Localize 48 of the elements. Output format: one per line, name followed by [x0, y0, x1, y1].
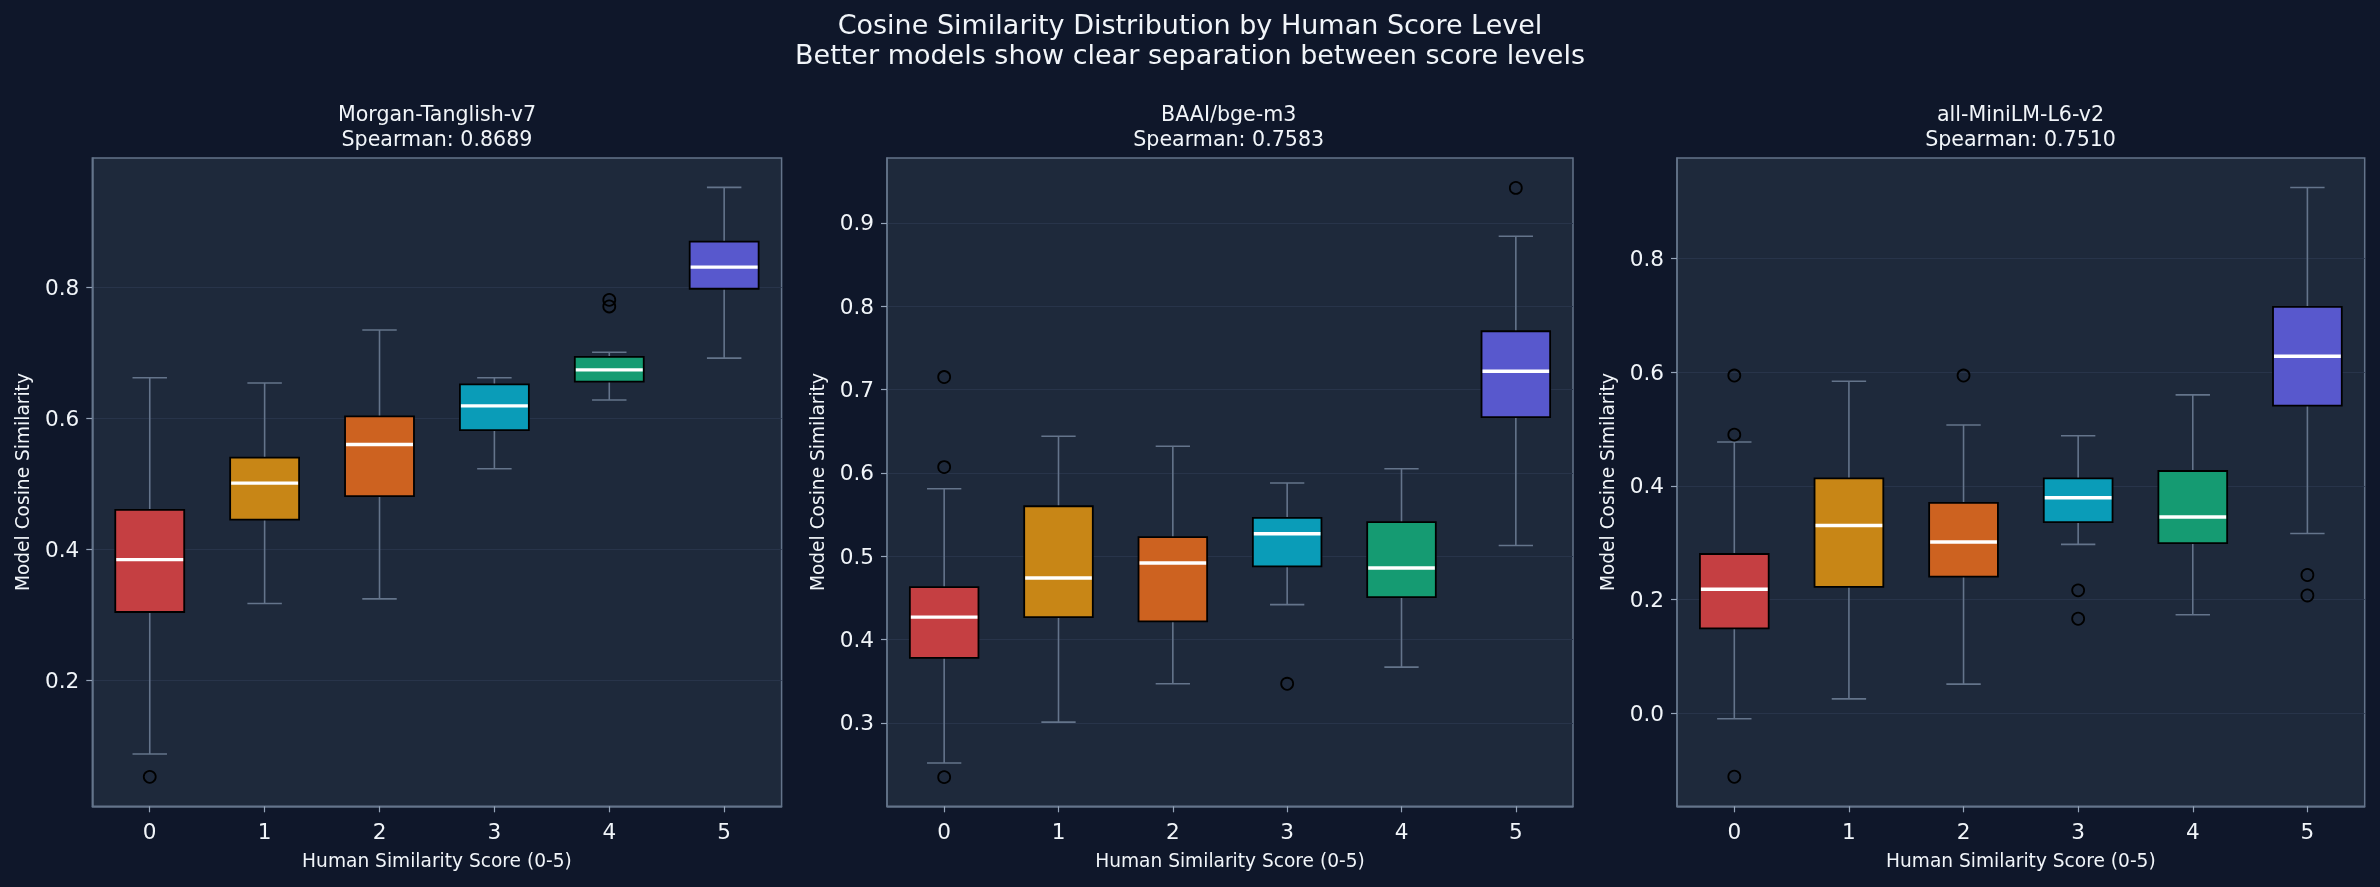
x-axis-title: Human Similarity Score (0-5) [1886, 850, 2156, 872]
y-tick-label: 0.2 [1629, 586, 1664, 612]
x-tick-label: 1 [257, 818, 272, 844]
y-tick-label: 0.8 [44, 274, 80, 300]
chart-title: Morgan-Tanglish-v7 [337, 102, 536, 126]
x-tick-label: 5 [1508, 818, 1523, 844]
y-axis-title: Model Cosine Similarity [807, 373, 828, 592]
x-tick-label: 1 [1051, 818, 1066, 844]
y-tick-label: 0.4 [839, 627, 874, 653]
text: Better models show clear separation between score levels [794, 39, 1586, 70]
x-tick-label: 2 [1165, 818, 1180, 844]
y-tick-label: 0.4 [1629, 473, 1664, 499]
y-tick-label: 0.7 [839, 377, 874, 403]
y-tick-label: 0.6 [839, 460, 874, 486]
y-tick-label: 0.9 [839, 210, 874, 236]
chart-title: BAAI/bge-m3 [1161, 102, 1297, 126]
y-axis-title: Model Cosine Similarity [1597, 373, 1618, 592]
x-tick-label: 4 [1394, 818, 1409, 844]
chart-subtitle: Spearman: 0.7583 [1133, 126, 1325, 151]
x-tick-label: 0 [937, 818, 952, 844]
y-tick-label: 0.2 [44, 667, 80, 693]
x-tick-label: 5 [2300, 818, 2315, 844]
chart-subtitle: Spearman: 0.7510 [1925, 126, 2116, 151]
y-tick-label: 0.3 [839, 710, 874, 736]
x-tick-label: 0 [142, 818, 157, 844]
x-tick-label: 4 [602, 818, 617, 844]
y-tick-label: 0.4 [44, 536, 80, 562]
x-axis-title: Human Similarity Score (0-5) [302, 850, 572, 872]
y-tick-label: 0.8 [839, 293, 874, 319]
x-tick-label: 2 [372, 818, 387, 844]
y-tick-label: 0.5 [839, 543, 874, 569]
text: Cosine Similarity Distribution by Human Score Level [836, 9, 1544, 40]
x-axis-title: Human Similarity Score (0-5) [1095, 850, 1365, 872]
x-tick-label: 3 [2071, 818, 2086, 844]
x-tick-label: 4 [2185, 818, 2200, 844]
y-tick-label: 0.6 [44, 405, 80, 431]
x-tick-label: 1 [1842, 818, 1856, 844]
chart-title: all-MiniLM-L6-v2 [1936, 102, 2105, 126]
x-tick-label: 2 [1956, 818, 1971, 844]
chart-subtitle: Spearman: 0.8689 [341, 126, 533, 151]
x-tick-label: 0 [1727, 818, 1742, 844]
y-tick-label: 0.8 [1629, 245, 1664, 271]
x-tick-label: 3 [487, 818, 502, 844]
y-tick-label: 0.0 [1629, 700, 1664, 726]
y-axis-title: Model Cosine Similarity [12, 373, 34, 592]
x-tick-label: 5 [717, 818, 732, 844]
x-tick-label: 3 [1280, 818, 1295, 844]
y-tick-label: 0.6 [1629, 359, 1664, 385]
